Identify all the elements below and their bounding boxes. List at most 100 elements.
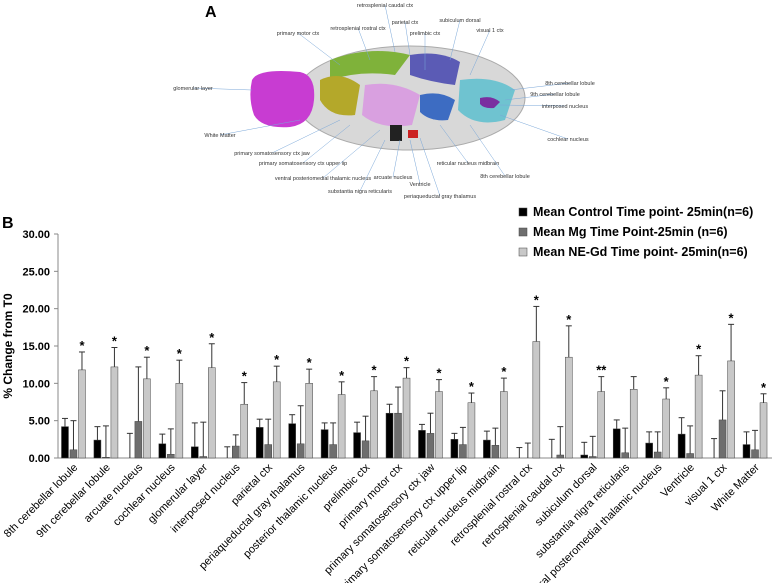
legend-swatch [518,227,528,237]
bar [385,412,394,459]
region-label: 9th cerebellar lobule [530,92,580,98]
significance-mark: * [339,368,345,383]
bar [361,440,370,459]
significance-mark: ** [596,363,607,378]
region-label: periaqueductal gray thalamus [404,194,476,200]
leader-line [302,124,351,164]
bar [370,390,378,459]
bar [208,367,216,459]
significance-mark: * [112,333,118,348]
y-tick-label: 5.00 [29,416,50,428]
leader-line [449,19,461,61]
legend-swatch [518,247,528,257]
significance-mark: * [436,366,442,381]
region-label: primary motor ctx [277,31,320,37]
bar [320,429,329,459]
bar [240,403,248,459]
panel-label: B [2,215,14,232]
cortex-region [362,83,420,127]
leader-line [469,124,506,177]
bar [727,360,735,459]
region-label: subiculum dorsal [439,18,480,24]
bar [78,369,86,459]
leader-line [359,139,386,192]
region-label: 8th cerebellar lobule [480,174,530,180]
leader-line [499,114,569,140]
bar [612,428,621,459]
significance-mark: * [534,292,540,307]
region-label: cochlear nucleus [547,137,589,143]
bar [69,449,78,459]
bar [418,430,426,459]
bar [394,412,402,459]
cortex-region [410,53,460,85]
leader-line [439,124,469,164]
bar [199,456,208,459]
bar [662,398,670,459]
nucleus [408,130,418,138]
bar [102,457,110,459]
ventricle [390,125,402,141]
significance-mark: * [144,343,150,358]
bar [337,394,346,459]
significance-mark: * [372,363,378,378]
x-tick-label: arcuate nucleus [82,461,146,525]
bar [288,423,296,459]
bar [110,366,119,459]
bar [759,402,768,459]
leader-line [499,104,566,107]
region-label: glomerular layer [173,86,213,92]
bar [191,446,199,459]
region-label: Ventricle [409,182,430,188]
legend-label: Mean Mg Time Point-25min (n=6) [533,225,728,239]
region-label: interposed nucleus [542,104,588,110]
leader-line [384,4,396,53]
significance-mark: * [664,374,670,389]
bar [742,444,751,459]
legend-swatch [518,207,528,217]
bar [653,451,662,459]
significance-mark: * [501,364,507,379]
leader-line [504,93,556,101]
bar [329,444,337,459]
leader-line [392,139,401,178]
bar [232,445,240,459]
bar [61,426,69,459]
bar [175,383,184,459]
bar [467,402,476,459]
leader-line [297,32,341,66]
bar [629,389,638,459]
significance-mark: * [79,338,85,353]
bar [621,452,629,459]
bar [532,341,541,459]
region-label: 8th cerebellar lobule [545,81,595,87]
bar [597,391,605,459]
significance-mark: * [209,330,215,345]
region-label: substantia nigra reticularis [328,189,392,195]
region-label: arcuate nucleus [374,175,413,181]
brain-render [250,45,526,151]
midbrain [420,93,455,121]
cortex-region [320,76,360,116]
bar [143,378,151,459]
bar [435,391,443,459]
region-label: visual 1 ctx [476,28,503,34]
region-label: parietal ctx [392,20,419,26]
significance-mark: * [566,312,572,327]
bar [402,377,411,459]
bar [645,442,653,459]
significance-mark: * [696,342,702,357]
leader-line [469,29,491,76]
bar [264,444,272,459]
significance-mark: * [177,346,183,361]
region-label: prelimbic ctx [410,31,441,37]
bar [677,433,686,459]
leader-line [409,139,421,185]
region-label: White Matter [204,133,235,139]
bar [565,356,573,459]
leader-line [357,27,371,61]
bar [450,439,459,459]
region-label: primary somatosensory ctx jaw [234,151,310,157]
nucleus [480,97,500,109]
